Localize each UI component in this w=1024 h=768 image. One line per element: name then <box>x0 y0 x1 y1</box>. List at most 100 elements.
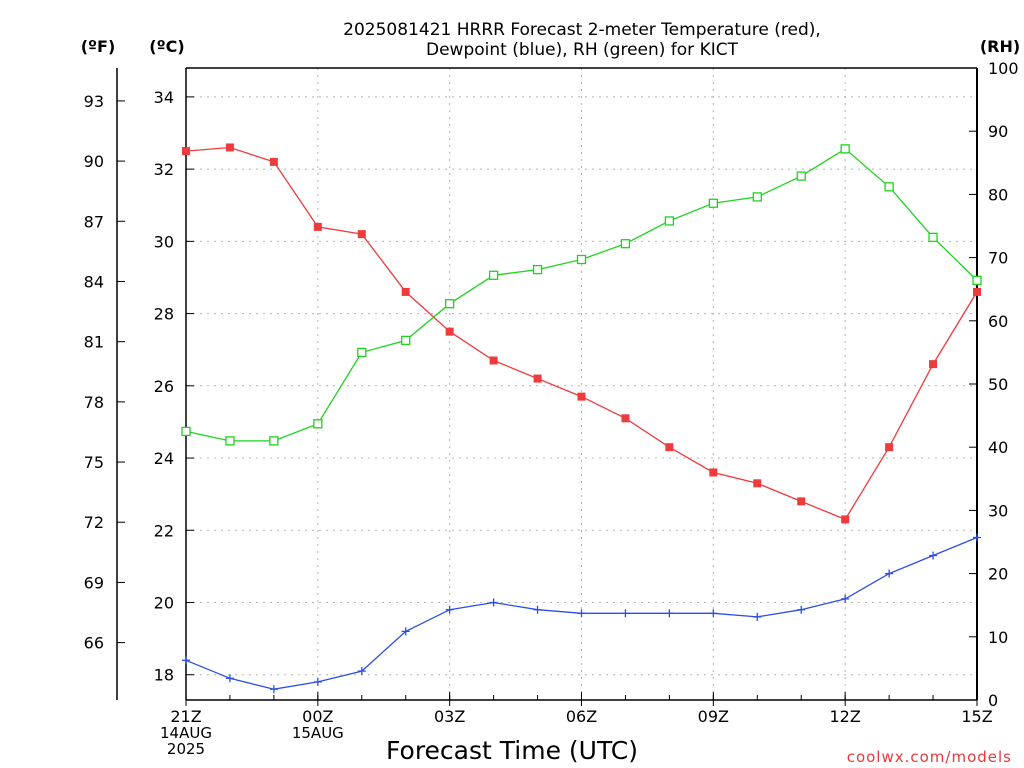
rh-tick-label: 10 <box>988 628 1008 647</box>
dewpoint-point <box>709 609 718 618</box>
temperature-point <box>709 468 718 477</box>
dewpoint-point <box>269 685 278 694</box>
temperature-point <box>182 147 190 156</box>
x-tick-label: 21Z <box>170 707 201 726</box>
x-tick-label: 06Z <box>566 707 597 726</box>
fahrenheit-tick-label: 75 <box>84 453 104 472</box>
rh-point <box>532 264 543 275</box>
fahrenheit-unit-label: (ºF) <box>81 37 116 56</box>
x-tick-label: 15Z <box>961 707 992 726</box>
rh-point <box>972 275 982 286</box>
rh-point <box>445 299 455 309</box>
x-tick-label: 14AUG <box>160 724 212 742</box>
temperature-point <box>929 360 938 369</box>
rh-point <box>357 347 367 358</box>
celsius-tick-label: 32 <box>154 160 174 179</box>
celsius-unit-label: (ºC) <box>149 37 184 56</box>
fahrenheit-tick-label: 84 <box>84 272 104 291</box>
rh-axis: 0 10 20 30 40 50 60 70 80 90 100 <box>969 59 1019 710</box>
dewpoint-point <box>621 609 630 618</box>
celsius-tick-label: 34 <box>154 88 174 107</box>
rh-tick-label: 50 <box>988 375 1008 394</box>
chart-title-line1: 2025081421 HRRR Forecast 2-meter Tempera… <box>343 20 821 40</box>
dewpoint-point <box>929 551 938 560</box>
rh-tick-label: 20 <box>988 565 1008 584</box>
dewpoint-point <box>577 609 586 618</box>
temperature-point <box>577 392 586 401</box>
fahrenheit-tick-label: 81 <box>84 333 104 352</box>
temperature-point <box>621 414 630 423</box>
fahrenheit-tick-label: 72 <box>84 513 104 532</box>
celsius-tick-label: 22 <box>154 521 174 540</box>
rh-tick-label: 80 <box>988 185 1008 204</box>
x-tick-label: 09Z <box>698 707 729 726</box>
rh-point <box>181 426 191 437</box>
temperature-line <box>185 146 978 521</box>
credit-label: coolwx.com/models <box>847 748 1012 766</box>
fahrenheit-tick-label: 78 <box>84 393 104 412</box>
dewpoint-point <box>182 656 190 665</box>
rh-point <box>928 232 938 243</box>
rh-tick-label: 90 <box>988 122 1008 141</box>
x-tick-label: 12Z <box>830 707 861 726</box>
dewpoint-point <box>973 533 981 542</box>
temperature-point <box>665 443 674 452</box>
rh-tick-label: 0 <box>988 691 998 710</box>
dewpoint-point <box>401 627 410 636</box>
temperature-point <box>489 356 498 365</box>
rh-point <box>752 192 762 202</box>
temperature-point <box>753 479 762 488</box>
temperature-point <box>313 222 322 231</box>
fahrenheit-tick-label: 90 <box>84 152 104 171</box>
celsius-tick-label: 18 <box>154 666 174 685</box>
rh-point <box>708 198 718 208</box>
dewpoint-point <box>445 605 454 614</box>
celsius-tick-label: 24 <box>154 449 174 468</box>
x-tick-label: 15AUG <box>292 724 344 742</box>
dewpoint-point <box>533 605 542 614</box>
x-axis-title: Forecast Time (UTC) <box>386 736 638 765</box>
dewpoint-point <box>313 677 322 686</box>
celsius-tick-label: 20 <box>154 593 174 612</box>
rh-tick-label: 60 <box>988 312 1008 331</box>
chart-title-line2: Dewpoint (blue), RH (green) for KICT <box>426 40 739 60</box>
x-tick-label: 2025 <box>167 740 205 758</box>
temperature-point <box>533 374 542 383</box>
rh-point <box>313 419 323 429</box>
dewpoint-point <box>885 569 894 578</box>
dewpoint-point <box>753 612 762 621</box>
temperature-point <box>973 287 981 296</box>
rh-point <box>488 270 499 280</box>
fahrenheit-axis: 66 69 72 75 78 81 84 87 90 93 <box>84 68 125 700</box>
rh-unit-label: (RH) <box>980 37 1020 56</box>
dewpoint-point <box>665 609 674 618</box>
rh-point <box>401 335 411 346</box>
dewpoint-point <box>357 667 366 676</box>
fahrenheit-tick-label: 87 <box>84 212 104 231</box>
temperature-point <box>841 515 850 524</box>
dewpoint-point <box>797 605 806 614</box>
rh-point <box>225 436 235 446</box>
dewpoint-point <box>225 674 234 683</box>
temperature-point <box>357 230 366 239</box>
rh-tick-label: 70 <box>988 249 1008 268</box>
celsius-tick-label: 26 <box>154 377 174 396</box>
rh-tick-label: 100 <box>988 59 1019 78</box>
dewpoint-point <box>489 598 498 607</box>
temperature-point <box>885 443 894 452</box>
temperature-point <box>401 287 410 296</box>
x-tick-label: 03Z <box>434 707 465 726</box>
x-tick-label: 00Z <box>302 707 333 726</box>
data-series <box>181 143 982 694</box>
rh-point <box>796 171 806 181</box>
rh-point <box>269 436 279 446</box>
dewpoint-point <box>841 594 850 603</box>
fahrenheit-tick-label: 66 <box>84 634 104 653</box>
celsius-tick-label: 28 <box>154 305 174 324</box>
temperature-point <box>797 497 806 506</box>
celsius-tick-label: 30 <box>154 232 174 251</box>
rh-point <box>576 254 587 265</box>
rh-point <box>840 144 850 154</box>
